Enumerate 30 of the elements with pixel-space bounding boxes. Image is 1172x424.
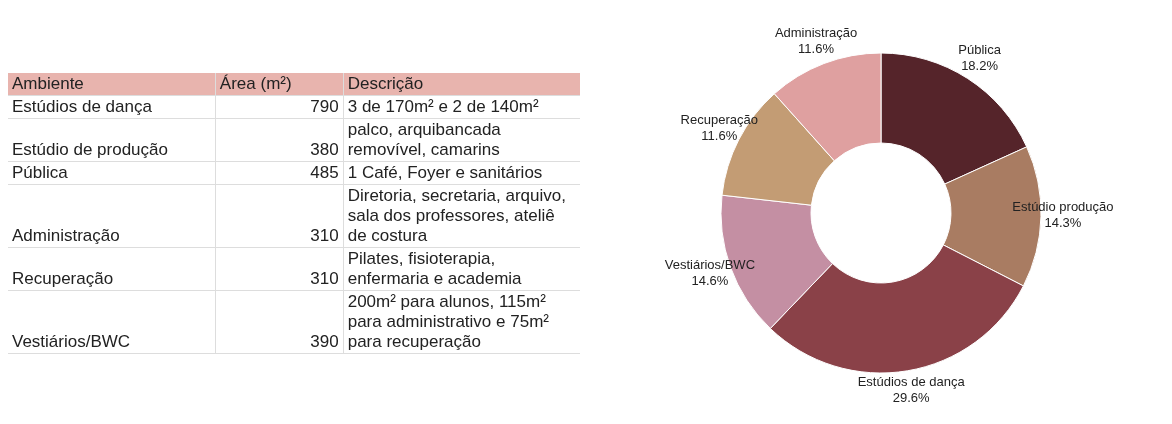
data-label: 14.6% [691,272,729,288]
data-label: 11.6% [798,40,835,56]
text: Estúdio de produção [8,118,216,161]
text: Diretoria, secretaria, arquivo, sala dos professores, ateliê de costura [346,184,567,247]
text: Área (m²) [215,72,344,95]
slice-label: Administração [774,24,858,40]
text: 380 [215,118,344,161]
text: 1 Café, Foyer e sanitários [346,161,544,184]
text: Estúdios de dança [8,95,216,118]
text: Ambiente [8,72,216,95]
data-label: 18.2% [961,58,999,73]
data-label: 11.6% [701,127,738,143]
slice-label: Pública [958,42,1002,57]
text: 310 [215,247,344,290]
data-label: 14.3% [1044,215,1082,231]
text: Vestiários/BWC [8,290,216,353]
text: 390 [215,290,344,353]
text: Administração [8,184,216,247]
text: 790 [215,95,344,118]
text: Pilates, fisioterapia, enfermaria e academia [346,247,523,290]
slice-label: Vestiários/BWC [664,256,756,272]
text: 310 [215,184,344,247]
text: palco, arquibancada removível, camarins [346,118,502,161]
text: 200m² para alunos, 115m² para administrativo e 75m² para recuperação [346,290,550,353]
text: Recuperação [8,247,216,290]
text: 3 de 170m² e 2 de 140m² [346,95,540,118]
text: 485 [215,161,344,184]
slice-label: Estúdios de dança [857,374,966,390]
data-label: 29.6% [892,390,931,406]
text: Pública [8,161,216,184]
